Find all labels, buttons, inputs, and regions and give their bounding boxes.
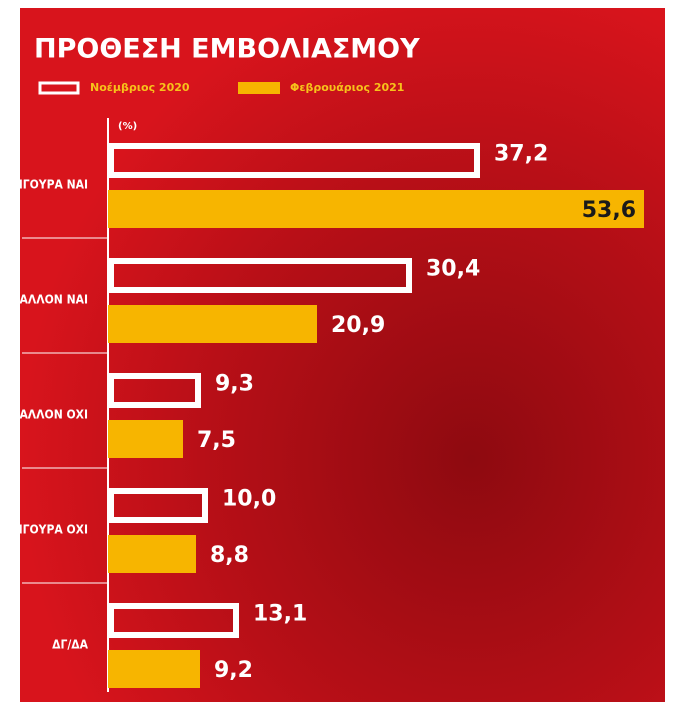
category-label: ΣΙΓΟΥΡΑ ΟΧΙ [8,522,88,539]
category-label: ΣΙΓΟΥΡΑ ΝΑΙ [8,177,88,194]
value-label: 20,9 [331,313,385,338]
bar [108,305,317,343]
value-label: 8,8 [210,543,249,568]
category-label: ΔΓ/ΔΑ [8,637,88,654]
value-label: 30,4 [426,257,480,282]
value-label: 9,2 [214,658,253,683]
legend-label: Νοέμβριος 2020 [90,81,190,94]
legend-label: Φεβρουάριος 2021 [290,81,404,94]
bar [108,650,200,688]
value-label: 13,1 [253,602,307,627]
value-label: 53,6 [582,198,636,223]
value-label: 7,5 [197,428,236,453]
bar [108,535,196,573]
bar [108,190,644,228]
legend-swatch [238,82,280,94]
value-label: 9,3 [215,372,254,397]
chart: ΠΡΟΘΕΣΗ ΕΜΒΟΛΙΑΣΜΟΥ (%) Νοέμβριος 2020 Φε… [0,0,673,706]
value-label: 37,2 [494,142,548,167]
unit-label: (%) [118,121,137,132]
category-label: ΜΑΛΛΟΝ ΝΑΙ [8,292,88,309]
page: ΠΡΟΘΕΣΗ ΕΜΒΟΛΙΑΣΜΟΥ (%) Νοέμβριος 2020 Φε… [0,0,673,706]
bar [108,420,183,458]
chart-title: ΠΡΟΘΕΣΗ ΕΜΒΟΛΙΑΣΜΟΥ [34,34,420,65]
category-label: ΜΑΛΛΟΝ ΟΧΙ [8,407,88,424]
value-label: 10,0 [222,487,276,512]
background [20,8,665,702]
